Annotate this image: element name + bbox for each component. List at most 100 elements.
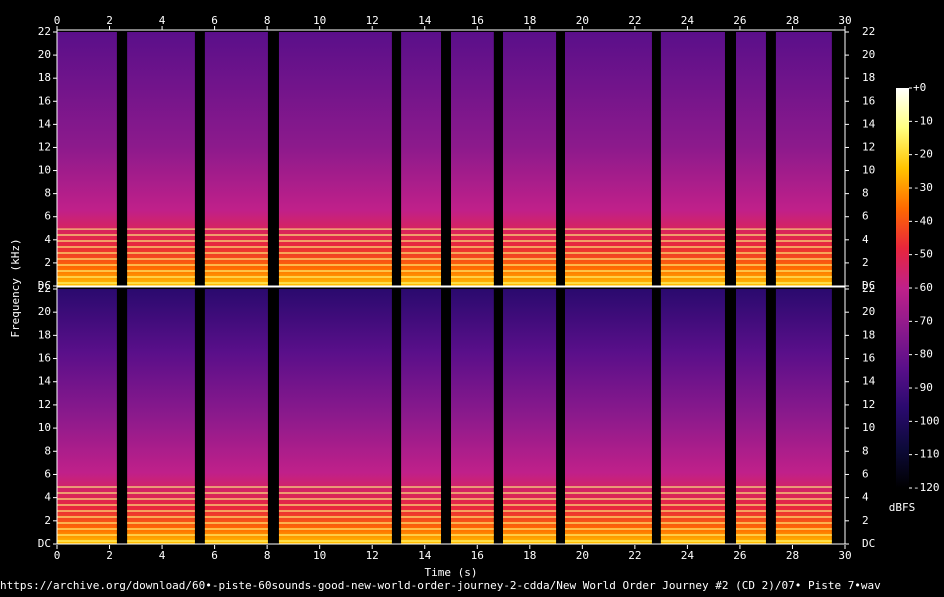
y-tick-label: 12 [862, 140, 875, 153]
y-tick-label: 8 [44, 187, 51, 200]
x-tick-label: 16 [471, 549, 484, 562]
y-tick-label: DC [38, 279, 51, 292]
y-tick-label: 14 [38, 375, 52, 388]
x-tick-label: 4 [159, 14, 166, 27]
y-tick-label: 10 [862, 421, 875, 434]
x-tick-label: 30 [838, 549, 851, 562]
y-tick-label: 16 [862, 94, 875, 107]
y-tick-label: 22 [862, 25, 875, 38]
y-tick-label: 2 [862, 256, 869, 269]
x-tick-label: 20 [576, 14, 589, 27]
y-tick-label: 12 [38, 398, 51, 411]
colorbar-tick-label: +0 [913, 81, 926, 94]
harmonic-band [57, 486, 117, 544]
colorbar-label: dBFS [889, 501, 916, 514]
y-tick-label: 6 [862, 210, 869, 223]
harmonic-band [564, 228, 652, 286]
x-tick-label: 20 [576, 549, 589, 562]
y-tick-label: 4 [44, 491, 51, 504]
y-tick-label: 14 [38, 117, 52, 130]
y-tick-label: 6 [44, 210, 51, 223]
y-tick-label: 2 [44, 514, 51, 527]
x-tick-label: 8 [264, 14, 271, 27]
y-tick-label: 10 [38, 164, 51, 177]
x-tick-label: 6 [211, 549, 218, 562]
y-tick-label: DC [862, 279, 875, 292]
y-tick-label: 20 [862, 305, 875, 318]
y-tick-label: 2 [44, 256, 51, 269]
plot-frame [56, 286, 846, 545]
x-tick-label: 10 [313, 14, 326, 27]
harmonic-band [401, 228, 442, 286]
x-tick-label: 12 [366, 549, 379, 562]
x-tick-label: 2 [106, 549, 113, 562]
y-tick-label: 4 [862, 491, 869, 504]
harmonic-band [401, 486, 442, 544]
y-tick-label: 22 [862, 282, 875, 295]
y-tick-label: 8 [862, 444, 869, 457]
y-tick-label: 20 [38, 48, 51, 61]
x-tick-label: 26 [733, 549, 746, 562]
x-tick-label: 18 [523, 14, 536, 27]
x-tick-label: 22 [628, 549, 641, 562]
y-tick-label: 16 [38, 352, 51, 365]
y-tick-label: 22 [38, 25, 51, 38]
y-tick-label: 4 [44, 233, 51, 246]
harmonic-band [660, 486, 725, 544]
y-tick-label: 10 [862, 164, 875, 177]
colorbar-tick-label: -60 [913, 281, 933, 294]
y-tick-label: 14 [862, 117, 876, 130]
harmonic-band [775, 486, 832, 544]
harmonic-band [503, 486, 557, 544]
y-tick-label: 18 [862, 328, 875, 341]
x-axis-label: Time (s) [425, 566, 478, 579]
y-tick-label: 16 [862, 352, 875, 365]
harmonic-band [735, 486, 766, 544]
colorbar-tick-label: -110 [913, 448, 940, 461]
colorbar-tick-label: -30 [913, 181, 933, 194]
colorbar-tick-label: -80 [913, 348, 933, 361]
y-tick-label: 8 [862, 187, 869, 200]
harmonic-band [204, 486, 268, 544]
colorbar-tick-label: -90 [913, 381, 933, 394]
y-tick-label: 14 [862, 375, 876, 388]
y-tick-label: 6 [44, 467, 51, 480]
x-tick-label: 12 [366, 14, 379, 27]
colorbar-tick-label: -120 [913, 481, 940, 494]
harmonic-band [660, 228, 725, 286]
y-tick-label: 10 [38, 421, 51, 434]
harmonic-band [204, 228, 268, 286]
y-tick-label: 20 [38, 305, 51, 318]
x-tick-label: 18 [523, 549, 536, 562]
x-tick-label: 26 [733, 14, 746, 27]
harmonic-band [775, 228, 832, 286]
x-tick-label: 0 [54, 14, 61, 27]
y-tick-label: 6 [862, 467, 869, 480]
y-tick-label: 18 [38, 71, 51, 84]
x-tick-label: 28 [786, 14, 799, 27]
x-tick-label: 30 [838, 14, 851, 27]
x-tick-label: 16 [471, 14, 484, 27]
harmonic-band [503, 228, 557, 286]
harmonic-band [564, 486, 652, 544]
colorbar-tick-label: -100 [913, 414, 940, 427]
y-axis-label: Frequency (kHz) [9, 238, 22, 337]
colorbar-tick-label: -20 [913, 148, 933, 161]
harmonic-band [278, 486, 392, 544]
harmonic-band [278, 228, 392, 286]
harmonic-band [735, 228, 766, 286]
colorbar [896, 88, 909, 488]
file-caption: https://archive.org/download/60•-piste-6… [0, 579, 881, 592]
x-tick-label: 28 [786, 549, 799, 562]
y-tick-label: 2 [862, 514, 869, 527]
x-tick-label: 24 [681, 549, 695, 562]
y-tick-label: 8 [44, 444, 51, 457]
y-tick-label: 22 [38, 282, 51, 295]
x-tick-label: 10 [313, 549, 326, 562]
x-tick-label: 8 [264, 549, 271, 562]
harmonic-band [57, 228, 117, 286]
harmonic-band [451, 486, 494, 544]
colorbar-tick-label: -70 [913, 314, 933, 327]
x-tick-label: 6 [211, 14, 218, 27]
colorbar-tick-label: -10 [913, 114, 933, 127]
